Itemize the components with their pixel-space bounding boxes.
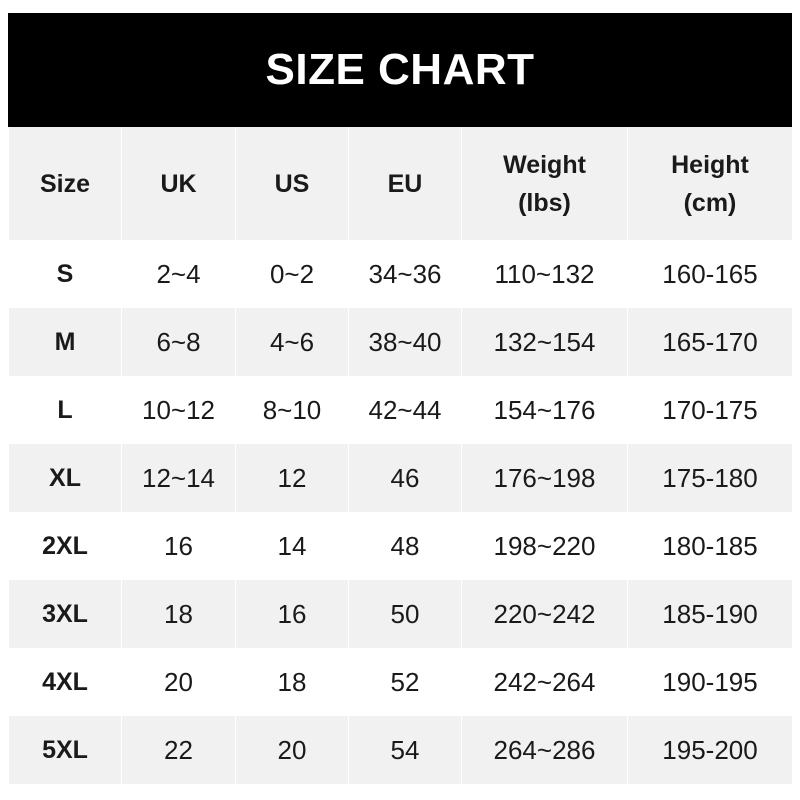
column-header-weight: Weight (lbs) [461, 127, 628, 240]
table-cell: 20 [121, 648, 236, 716]
table-cell: 195-200 [627, 716, 793, 784]
table-cell: 176~198 [461, 444, 628, 512]
size-cell: 5XL [8, 716, 122, 784]
table-cell: 160-165 [627, 240, 793, 308]
size-cell: S [8, 240, 122, 308]
table-cell: 110~132 [461, 240, 628, 308]
table-cell: 198~220 [461, 512, 628, 580]
table-cell: 48 [348, 512, 462, 580]
table-cell: 264~286 [461, 716, 628, 784]
table-cell: 18 [121, 580, 236, 648]
table-cell: 12 [235, 444, 349, 512]
table-cell: 185-190 [627, 580, 793, 648]
table-cell: 16 [235, 580, 349, 648]
table-row: S 2~4 0~2 34~36 110~132 160-165 [8, 240, 793, 308]
table-cell: 170-175 [627, 376, 793, 444]
table-cell: 165-170 [627, 308, 793, 376]
chart-title: SIZE CHART [265, 45, 535, 94]
table-cell: 10~12 [121, 376, 236, 444]
column-header-us: US [235, 127, 349, 240]
size-cell: 4XL [8, 648, 122, 716]
header-line: EU [387, 169, 423, 198]
table-cell: 0~2 [235, 240, 349, 308]
table-cell: 54 [348, 716, 462, 784]
size-cell: XL [8, 444, 122, 512]
header-row: Size UK US EU Weight (lbs) Height (cm) [8, 127, 793, 240]
table-row: XL 12~14 12 46 176~198 175-180 [8, 444, 793, 512]
column-header-size: Size [8, 127, 122, 240]
table-cell: 12~14 [121, 444, 236, 512]
column-header-uk: UK [121, 127, 236, 240]
table-cell: 50 [348, 580, 462, 648]
header-line: Height [671, 150, 749, 179]
table-cell: 34~36 [348, 240, 462, 308]
size-cell: 3XL [8, 580, 122, 648]
table-cell: 8~10 [235, 376, 349, 444]
table-cell: 6~8 [121, 308, 236, 376]
header-line: Weight [503, 150, 586, 179]
size-cell: M [8, 308, 122, 376]
table-cell: 14 [235, 512, 349, 580]
table-cell: 38~40 [348, 308, 462, 376]
table-cell: 132~154 [461, 308, 628, 376]
header-line: US [274, 169, 310, 198]
table-cell: 22 [121, 716, 236, 784]
table-cell: 154~176 [461, 376, 628, 444]
header-line: Size [39, 169, 91, 198]
table-cell: 175-180 [627, 444, 793, 512]
header-unit: (cm) [683, 188, 737, 217]
table-cell: 18 [235, 648, 349, 716]
table-row: 2XL 16 14 48 198~220 180-185 [8, 512, 793, 580]
table-cell: 242~264 [461, 648, 628, 716]
table-cell: 20 [235, 716, 349, 784]
table-row: 4XL 20 18 52 242~264 190-195 [8, 648, 793, 716]
size-cell: 2XL [8, 512, 122, 580]
table-cell: 16 [121, 512, 236, 580]
table-cell: 190-195 [627, 648, 793, 716]
title-bar: SIZE CHART [8, 13, 792, 127]
column-header-eu: EU [348, 127, 462, 240]
table-row: 3XL 18 16 50 220~242 185-190 [8, 580, 793, 648]
table-cell: 220~242 [461, 580, 628, 648]
table-row: M 6~8 4~6 38~40 132~154 165-170 [8, 308, 793, 376]
size-table: Size UK US EU Weight (lbs) Height (cm) S 2~4 0~2 3… [8, 127, 793, 784]
table-cell: 42~44 [348, 376, 462, 444]
table-row: 5XL 22 20 54 264~286 195-200 [8, 716, 793, 784]
size-cell: L [8, 376, 122, 444]
header-line: UK [160, 169, 197, 198]
table-row: L 10~12 8~10 42~44 154~176 170-175 [8, 376, 793, 444]
table-cell: 46 [348, 444, 462, 512]
table-cell: 2~4 [121, 240, 236, 308]
table-cell: 52 [348, 648, 462, 716]
table-cell: 4~6 [235, 308, 349, 376]
table-cell: 180-185 [627, 512, 793, 580]
header-unit: (lbs) [518, 188, 571, 217]
column-header-height: Height (cm) [627, 127, 793, 240]
